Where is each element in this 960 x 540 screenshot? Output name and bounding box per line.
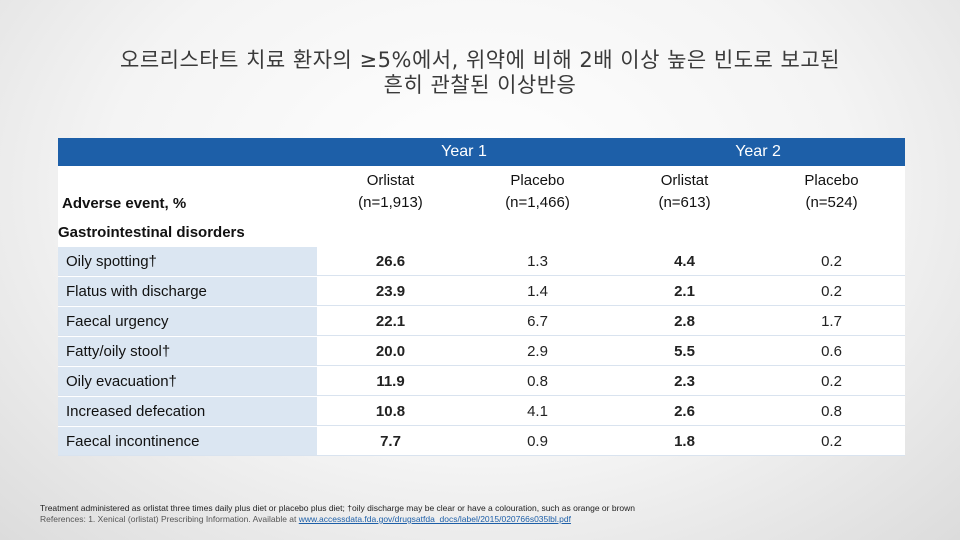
value-cell: 1.3: [464, 246, 612, 276]
event-name: Oily evacuation†: [58, 366, 317, 396]
table-row: Faecal incontinence 7.7 0.9 1.8 0.2: [58, 426, 906, 456]
value-cell: 0.2: [758, 366, 906, 396]
value-cell: 2.1: [611, 276, 759, 306]
header-col-2-name: Orlistat: [660, 172, 709, 189]
adverse-events-table: Year 1 Year 2 Orlistat (n=1,913) Placebo…: [58, 138, 906, 456]
event-name: Faecal urgency: [58, 306, 317, 336]
slide-title: 오르리스타트 치료 환자의 ≥5%에서, 위약에 비해 2배 이상 높은 빈도로…: [40, 48, 920, 98]
value-cell: 26.6: [317, 246, 464, 276]
value-cell: 20.0: [317, 336, 464, 366]
header-adverse-event: [58, 166, 317, 218]
value-cell: 2.3: [611, 366, 759, 396]
reference-text: References: 1. Xenical (orlistat) Prescr…: [40, 514, 299, 524]
section-row: Gastrointestinal disorders: [58, 218, 906, 246]
header-year2: Year 2: [611, 138, 906, 166]
event-name: Flatus with discharge: [58, 276, 317, 306]
value-cell: 7.7: [317, 426, 464, 456]
header-col-1: Placebo (n=1,466): [464, 166, 612, 218]
header-col-3: Placebo (n=524): [758, 166, 906, 218]
header-col-3-name: Placebo: [804, 172, 859, 189]
table-row: Flatus with discharge 23.9 1.4 2.1 0.2: [58, 276, 906, 306]
value-cell: 22.1: [317, 306, 464, 336]
section-label: Gastrointestinal disorders: [58, 218, 906, 246]
table-row: Fatty/oily stool† 20.0 2.9 5.5 0.6: [58, 336, 906, 366]
header-col-2: Orlistat (n=613): [611, 166, 759, 218]
row-header-box: Adverse event, %: [58, 166, 317, 218]
footnote: Treatment administered as orlistat three…: [40, 503, 940, 525]
value-cell: 0.8: [758, 396, 906, 426]
header-col-2-n: (n=613): [658, 194, 711, 211]
value-cell: 10.8: [317, 396, 464, 426]
value-cell: 2.6: [611, 396, 759, 426]
header-col-0-n: (n=1,913): [358, 194, 423, 211]
value-cell: 1.7: [758, 306, 906, 336]
value-cell: 4.4: [611, 246, 759, 276]
value-cell: 1.4: [464, 276, 612, 306]
header-col-1-n: (n=1,466): [505, 194, 570, 211]
table-row: Faecal urgency 22.1 6.7 2.8 1.7: [58, 306, 906, 336]
event-name: Fatty/oily stool†: [58, 336, 317, 366]
footnote-note: Treatment administered as orlistat three…: [40, 503, 635, 513]
value-cell: 0.9: [464, 426, 612, 456]
header-col-3-n: (n=524): [805, 194, 858, 211]
event-name: Oily spotting†: [58, 246, 317, 276]
value-cell: 0.6: [758, 336, 906, 366]
value-cell: 2.8: [611, 306, 759, 336]
row-header-label: Adverse event, %: [62, 195, 187, 212]
value-cell: 0.2: [758, 426, 906, 456]
header-blank-cell: [58, 138, 317, 166]
value-cell: 0.2: [758, 246, 906, 276]
header-col-0-name: Orlistat: [366, 172, 415, 189]
value-cell: 6.7: [464, 306, 612, 336]
slide-title-line2: 흔히 관찰된 이상반응: [383, 73, 577, 97]
value-cell: 5.5: [611, 336, 759, 366]
footnote-reference: References: 1. Xenical (orlistat) Prescr…: [40, 514, 940, 525]
value-cell: 23.9: [317, 276, 464, 306]
header-year1: Year 1: [317, 138, 612, 166]
table-row: Oily spotting† 26.6 1.3 4.4 0.2: [58, 246, 906, 276]
value-cell: 0.2: [758, 276, 906, 306]
header-col-1-name: Placebo: [510, 172, 565, 189]
value-cell: 0.8: [464, 366, 612, 396]
table-row: Oily evacuation† 11.9 0.8 2.3 0.2: [58, 366, 906, 396]
value-cell: 11.9: [317, 366, 464, 396]
event-name: Increased defecation: [58, 396, 317, 426]
slide-title-line1: 오르리스타트 치료 환자의 ≥5%에서, 위약에 비해 2배 이상 높은 빈도로…: [120, 48, 840, 72]
table-row: Increased defecation 10.8 4.1 2.6 0.8: [58, 396, 906, 426]
value-cell: 4.1: [464, 396, 612, 426]
event-name: Faecal incontinence: [58, 426, 317, 456]
value-cell: 1.8: [611, 426, 759, 456]
value-cell: 2.9: [464, 336, 612, 366]
header-col-0: Orlistat (n=1,913): [317, 166, 464, 218]
reference-link[interactable]: www.accessdata.fda.gov/drugsatfda_docs/l…: [298, 514, 571, 524]
